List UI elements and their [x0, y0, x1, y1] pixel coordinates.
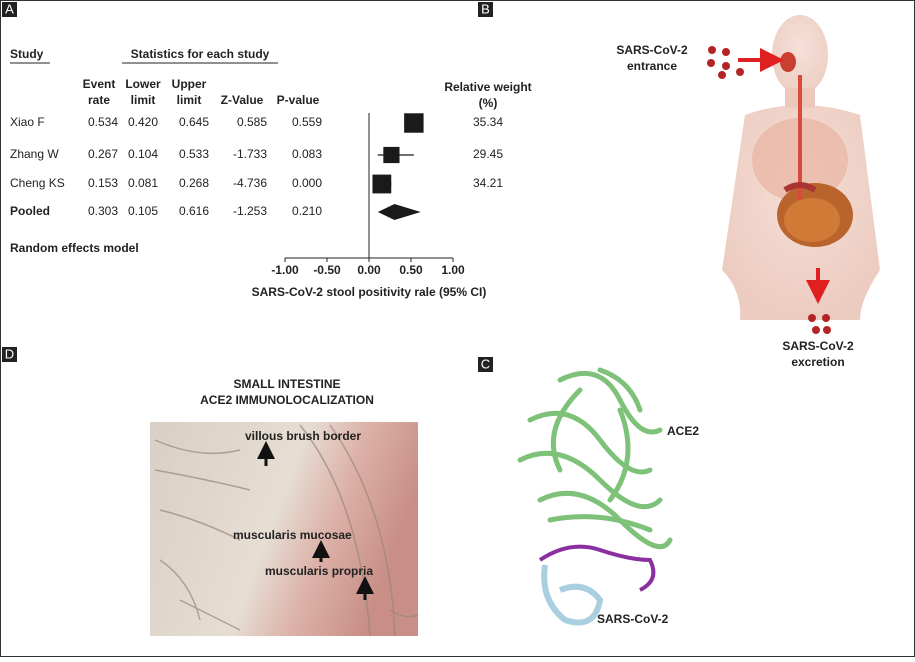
protein-structure	[517, 367, 673, 626]
study-name: Zhang W	[10, 147, 59, 161]
table-value: 0.267	[88, 147, 118, 161]
study-name: Xiao F	[10, 115, 45, 129]
annotation: muscularis mucosae	[233, 528, 352, 542]
column-header: Lower	[125, 77, 161, 91]
panel-label: C	[481, 356, 490, 371]
histology-image	[150, 422, 419, 637]
table-value: 0.420	[128, 115, 158, 129]
study-name: Cheng KS	[10, 176, 65, 190]
table-value: 0.081	[128, 176, 158, 190]
weight-value: 35.34	[473, 115, 503, 129]
x-tick-label: 1.00	[441, 263, 465, 277]
table-value: 0.210	[292, 204, 322, 218]
weight-value: 34.21	[473, 176, 503, 190]
annotation: ACE2	[667, 424, 699, 438]
annotation: villous brush border	[245, 429, 361, 443]
panel-label: B	[481, 1, 490, 16]
column-header: Upper	[172, 77, 207, 91]
table-value: 0.616	[179, 204, 209, 218]
table-value: 0.104	[128, 147, 158, 161]
column-header: (%)	[479, 96, 498, 110]
table-value: 0.105	[128, 204, 158, 218]
weight-value: 29.45	[473, 147, 503, 161]
table-value: 0.268	[179, 176, 209, 190]
panel-label-box	[478, 357, 493, 372]
panel-label-box	[2, 347, 17, 362]
table-value: -1.253	[233, 204, 267, 218]
table-value: 0.585	[237, 115, 267, 129]
table-value: 0.000	[292, 176, 322, 190]
panel-label: A	[5, 1, 14, 16]
x-axis-label: SARS-CoV-2 stool positivity rale (95% CI…	[252, 285, 487, 299]
column-header: Event	[83, 77, 116, 91]
effect-square	[404, 113, 424, 133]
annotation: excretion	[791, 355, 844, 369]
panel-label-box	[478, 2, 493, 17]
column-header: Relative weight	[444, 80, 531, 94]
annotation: SARS-CoV-2	[597, 612, 669, 626]
study-header: Study	[10, 47, 44, 61]
column-header: P-value	[277, 93, 320, 107]
panel-label-box	[2, 2, 17, 17]
table-value: -1.733	[233, 147, 267, 161]
effect-square	[383, 146, 400, 164]
panel-title: SMALL INTESTINE	[233, 377, 340, 391]
model-note: Random effects model	[10, 241, 139, 255]
table-value: 0.303	[88, 204, 118, 218]
table-value: 0.533	[179, 147, 209, 161]
body-illustration	[707, 15, 880, 334]
table-value: 0.645	[179, 115, 209, 129]
x-tick-label: -1.00	[271, 263, 299, 277]
annotation: muscularis propria	[265, 564, 373, 578]
effect-square	[372, 174, 392, 194]
annotation: SARS-CoV-2	[782, 339, 854, 353]
x-tick-label: 0.00	[357, 263, 381, 277]
table-value: 0.534	[88, 115, 118, 129]
column-header: limit	[131, 93, 156, 107]
column-header: Z-Value	[221, 93, 264, 107]
table-value: 0.153	[88, 176, 118, 190]
x-tick-label: -0.50	[313, 263, 341, 277]
panel-title: ACE2 IMMUNOLOCALIZATION	[200, 393, 374, 407]
study-name: Pooled	[10, 204, 50, 218]
table-value: -4.736	[233, 176, 267, 190]
annotation: SARS-CoV-2	[616, 43, 688, 57]
column-header: rate	[88, 93, 110, 107]
panel-label: D	[5, 346, 14, 361]
pooled-diamond	[377, 204, 421, 220]
table-value: 0.559	[292, 115, 322, 129]
stats-header: Statistics for each study	[131, 47, 270, 61]
annotation: entrance	[627, 59, 677, 73]
column-header: limit	[177, 93, 202, 107]
x-tick-label: 0.50	[399, 263, 423, 277]
table-value: 0.083	[292, 147, 322, 161]
